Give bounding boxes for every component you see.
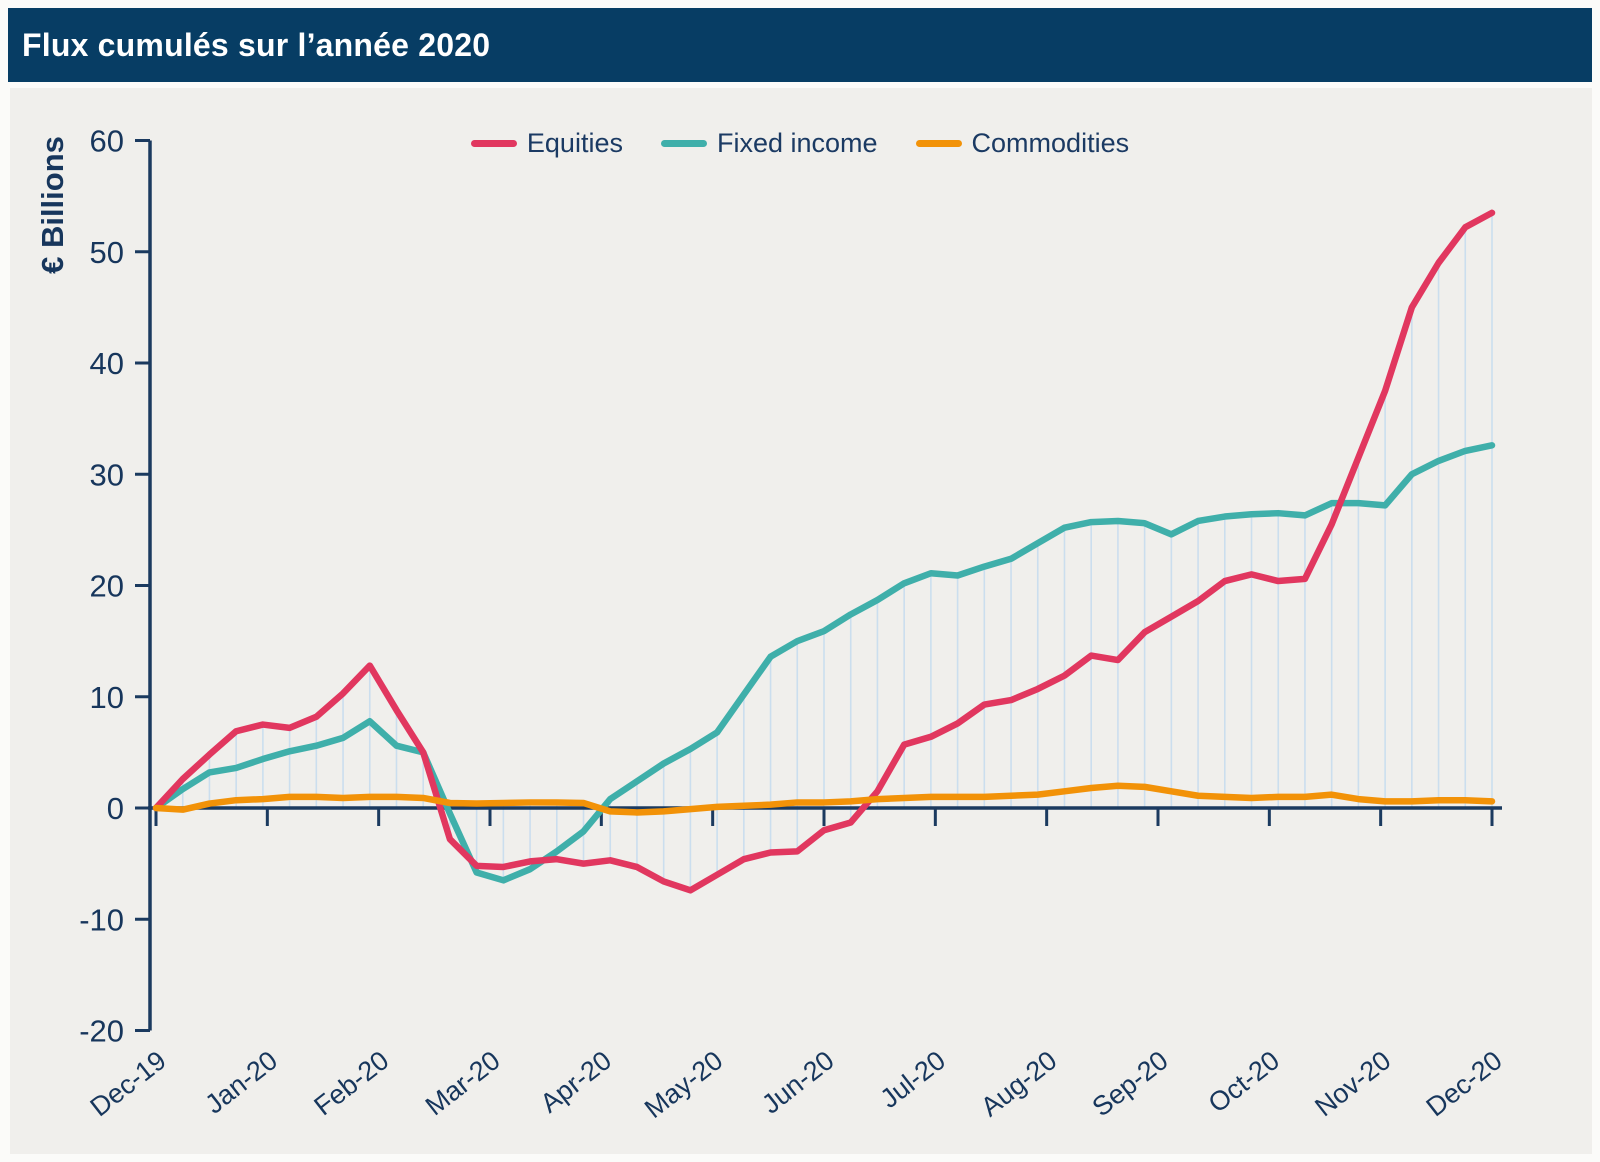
x-tick-label: Nov-20 bbox=[1309, 1045, 1396, 1122]
x-tick-label: Jul-20 bbox=[875, 1045, 951, 1114]
x-tick-label: May-20 bbox=[639, 1045, 728, 1124]
legend-item-commodities: Commodities bbox=[915, 128, 1130, 159]
y-tick-label: 40 bbox=[90, 346, 124, 381]
y-tick-label: 30 bbox=[90, 457, 124, 492]
page-title: Flux cumulés sur l’année 2020 bbox=[22, 26, 491, 63]
x-tick-label: Oct-20 bbox=[1203, 1045, 1285, 1119]
x-tick-label: Dec-20 bbox=[1421, 1045, 1508, 1122]
chart-panel bbox=[10, 88, 1592, 1154]
y-tick-label: 10 bbox=[90, 680, 124, 715]
equities-line-swatch bbox=[470, 140, 517, 147]
x-tick-label: Feb-20 bbox=[308, 1045, 394, 1121]
x-tick-label: Dec-19 bbox=[85, 1045, 172, 1122]
y-axis-title: € Billions bbox=[35, 136, 70, 274]
fixed-income-line-swatch bbox=[660, 140, 707, 147]
chart-legend: Equities Fixed income Commodities bbox=[0, 128, 1600, 159]
x-tick-label: Mar-20 bbox=[420, 1045, 506, 1121]
legend-label: Fixed income bbox=[716, 128, 878, 158]
commodities-line-swatch bbox=[915, 140, 962, 147]
legend-label: Commodities bbox=[971, 128, 1130, 158]
y-tick-label: 0 bbox=[107, 791, 124, 826]
legend-label: Equities bbox=[526, 128, 623, 158]
legend-item-equities: Equities bbox=[470, 128, 623, 159]
title-bar: Flux cumulés sur l’année 2020 bbox=[8, 8, 1592, 82]
y-tick-label: 60 bbox=[90, 124, 124, 159]
legend-item-fixed-income: Fixed income bbox=[660, 128, 878, 159]
y-tick-label: -10 bbox=[79, 902, 124, 937]
y-tick-label: 20 bbox=[90, 569, 124, 604]
x-tick-label: Jan-20 bbox=[199, 1045, 283, 1119]
series-line-equities bbox=[152, 209, 1496, 894]
series-line-fixed-income bbox=[152, 442, 1496, 884]
x-tick-label: Jun-20 bbox=[756, 1045, 840, 1119]
x-tick-label: Apr-20 bbox=[535, 1045, 617, 1119]
x-tick-label: Aug-20 bbox=[975, 1045, 1062, 1122]
series-line-commodities bbox=[152, 782, 1496, 816]
x-tick-label: Sep-20 bbox=[1087, 1045, 1174, 1122]
y-tick-label: 50 bbox=[90, 235, 124, 270]
y-tick-label: -20 bbox=[79, 1014, 124, 1049]
